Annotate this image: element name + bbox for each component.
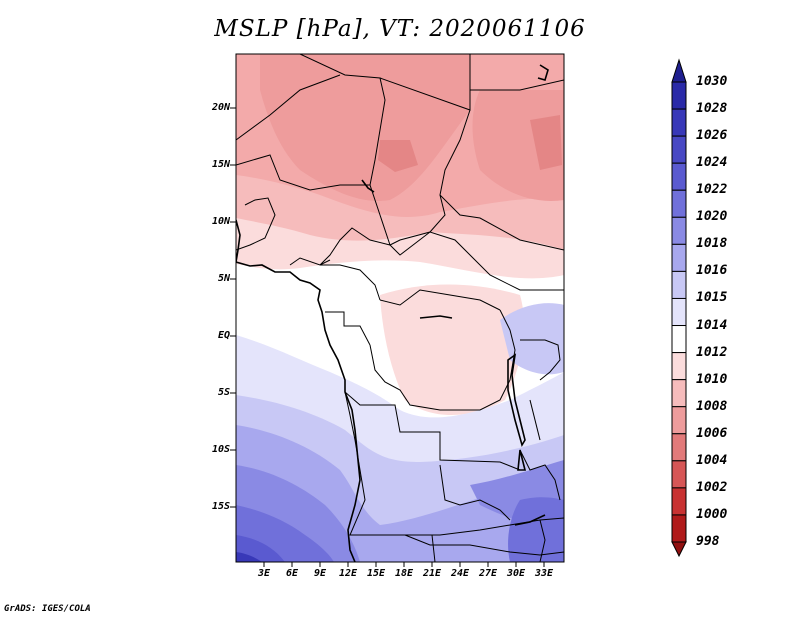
lon-label: 15E bbox=[366, 568, 386, 579]
colorbar-level-label: 1012 bbox=[696, 344, 728, 360]
lat-label: 10N bbox=[211, 216, 230, 227]
colorbar-level-label: 1022 bbox=[696, 182, 728, 198]
pressure-field bbox=[236, 54, 564, 562]
map-title: MSLP [hPa], VT: 2020061106 bbox=[214, 16, 586, 42]
lon-label: 24E bbox=[450, 568, 470, 579]
lon-label: 33E bbox=[534, 568, 554, 579]
lat-label: 15S bbox=[211, 501, 230, 512]
lat-label: 20N bbox=[211, 102, 230, 113]
colorbar-swatch bbox=[671, 108, 687, 137]
colorbar-level-label: 1014 bbox=[696, 317, 728, 333]
colorbar-swatch bbox=[671, 243, 687, 272]
colorbar-swatch bbox=[671, 81, 687, 110]
colorbar-bottom-arrow bbox=[671, 541, 687, 558]
colorbar-swatch bbox=[671, 514, 687, 543]
colorbar-level-label: 1030 bbox=[696, 74, 728, 89]
lat-label: 15N bbox=[211, 159, 230, 170]
lat-label: 10S bbox=[211, 444, 230, 455]
lat-label: 5S bbox=[217, 387, 230, 398]
colorbar-swatch bbox=[671, 189, 687, 218]
colorbar-swatch bbox=[671, 406, 687, 435]
colorbar-top-arrow bbox=[671, 58, 687, 83]
colorbar-swatch bbox=[671, 325, 687, 354]
colorbar-swatch bbox=[671, 216, 687, 245]
footer-credit: GrADS: IGES/COLA bbox=[4, 604, 91, 614]
colorbar-level-label: 1016 bbox=[696, 263, 728, 279]
colorbar-level-label: 1015 bbox=[696, 290, 728, 306]
colorbar bbox=[671, 58, 687, 558]
lon-label: 21E bbox=[422, 568, 442, 579]
colorbar-level-label: 1006 bbox=[696, 425, 728, 441]
colorbar-level-label: 1018 bbox=[696, 236, 728, 252]
map-frame bbox=[235, 53, 565, 563]
lon-label: 9E bbox=[313, 568, 327, 579]
colorbar-swatch bbox=[671, 487, 687, 516]
colorbar-level-label: 1004 bbox=[696, 452, 728, 468]
axis-ticks bbox=[230, 107, 545, 567]
lon-label: 6E bbox=[285, 568, 299, 579]
colorbar-swatch bbox=[671, 352, 687, 381]
colorbar-level-label: 1000 bbox=[696, 506, 728, 522]
colorbar-level-label: 1010 bbox=[696, 371, 728, 387]
colorbar-swatch bbox=[671, 270, 687, 299]
lon-label: 12E bbox=[338, 568, 358, 579]
colorbar-swatch bbox=[671, 297, 687, 327]
colorbar-swatch bbox=[671, 433, 687, 462]
coastlines bbox=[236, 64, 549, 562]
colorbar-swatch bbox=[671, 460, 687, 489]
colorbar-level-label: 998 bbox=[696, 534, 720, 549]
lon-label: 3E bbox=[257, 568, 271, 579]
lat-label: 5N bbox=[217, 273, 230, 284]
colorbar-level-label: 1002 bbox=[696, 479, 728, 495]
colorbar-level-label: 1026 bbox=[696, 128, 728, 144]
colorbar-level-label: 1028 bbox=[696, 101, 728, 117]
colorbar-level-label: 1020 bbox=[696, 209, 728, 225]
colorbar-swatch bbox=[671, 162, 687, 191]
lon-label: 27E bbox=[478, 568, 498, 579]
colorbar-swatch bbox=[671, 135, 687, 164]
colorbar-swatch bbox=[671, 379, 687, 408]
country-borders bbox=[236, 54, 564, 562]
lat-label: EQ bbox=[217, 330, 230, 341]
colorbar-level-label: 1024 bbox=[696, 155, 728, 171]
colorbar-level-label: 1008 bbox=[696, 398, 728, 414]
lon-label: 30E bbox=[506, 568, 526, 579]
lon-label: 18E bbox=[394, 568, 414, 579]
